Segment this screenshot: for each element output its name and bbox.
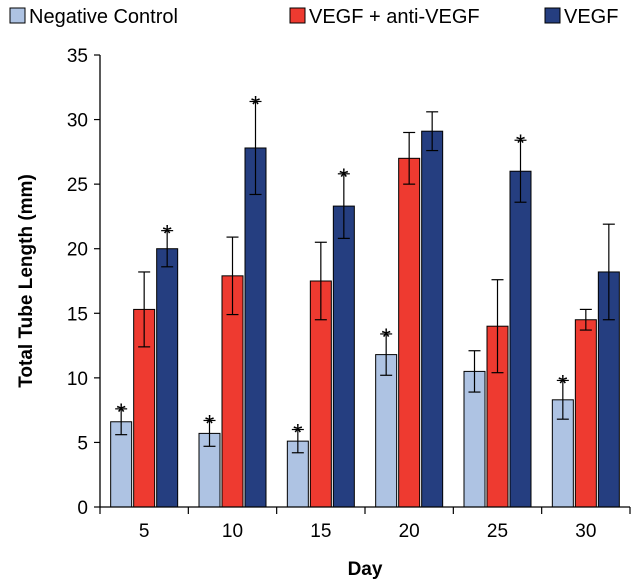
y-tick-label: 0 — [77, 498, 88, 519]
y-axis-label: Total Tube Length (mm) — [16, 174, 37, 388]
bar-vegf-day-20 — [421, 130, 444, 508]
bar-vegf-day-10 — [244, 147, 267, 508]
legend-label: Negative Control — [29, 6, 178, 28]
error-bar — [468, 350, 481, 393]
y-tick-label: 30 — [67, 111, 88, 132]
y-tick-label: 25 — [67, 175, 88, 196]
error-bar — [380, 333, 393, 376]
error-bar — [403, 131, 416, 185]
x-axis-label: Day — [348, 559, 383, 580]
legend-label: VEGF + anti-VEGF — [309, 6, 480, 28]
legend-swatch — [544, 7, 561, 24]
significance-star: * — [516, 130, 525, 157]
bar-vegf-anti-vegf-day-30 — [574, 319, 597, 508]
x-tick-label: 5 — [139, 521, 150, 542]
bar-vegf-day-25 — [509, 170, 532, 508]
x-ticks: 5 10 15 20 25 30 — [99, 507, 631, 542]
significance-star: * — [558, 370, 567, 397]
error-bar — [556, 379, 569, 420]
x-tick-label: 30 — [575, 521, 596, 542]
x-tick-label: 15 — [310, 521, 331, 542]
legend: Negative Control VEGF + anti-VEGF VEGF — [9, 6, 618, 28]
legend-item-vegf: VEGF — [544, 6, 618, 28]
significance-star: * — [116, 399, 125, 426]
y-tick-label: 20 — [67, 240, 88, 261]
y-ticks: 0 5 10 15 20 25 30 35 — [67, 46, 100, 519]
significance-star: * — [162, 221, 171, 248]
significance-markers: * * * * * * * * * — [116, 91, 567, 446]
error-bar — [491, 279, 504, 374]
significance-star: * — [339, 164, 348, 191]
bars — [110, 130, 620, 508]
significance-star: * — [251, 91, 260, 118]
bar-vegf-anti-vegf-day-20 — [398, 157, 421, 508]
legend-swatch — [289, 7, 306, 24]
significance-star: * — [293, 420, 302, 447]
x-tick-label: 25 — [487, 521, 508, 542]
y-tick-label: 10 — [67, 369, 88, 390]
legend-label: VEGF — [564, 6, 618, 28]
significance-star: * — [205, 410, 214, 437]
error-bar — [602, 223, 615, 321]
error-bar — [426, 111, 439, 152]
error-bar — [249, 100, 262, 196]
y-tick-label: 5 — [77, 433, 88, 454]
legend-item-vegf-anti-vegf: VEGF + anti-VEGF — [289, 6, 480, 28]
error-bar — [203, 419, 216, 447]
significance-star: * — [381, 324, 390, 351]
y-tick-label: 15 — [67, 304, 88, 325]
error-bar — [115, 408, 128, 436]
error-bar — [337, 173, 350, 239]
bar-vegf-day-5 — [156, 248, 179, 508]
legend-item-negative-control: Negative Control — [9, 6, 178, 28]
error-bars — [115, 100, 615, 454]
error-bar — [314, 241, 327, 321]
error-bar — [579, 308, 592, 331]
error-bar — [514, 139, 527, 203]
y-tick-label: 35 — [67, 46, 88, 67]
axes — [99, 55, 630, 508]
error-bar — [161, 230, 174, 268]
error-bar — [138, 271, 151, 348]
error-bar — [226, 236, 239, 316]
legend-swatch — [9, 7, 26, 24]
bar-negative-control-day-20 — [375, 354, 398, 508]
x-tick-label: 10 — [222, 521, 243, 542]
error-bar — [291, 428, 304, 454]
bar-vegf-day-15 — [332, 205, 355, 508]
x-tick-label: 20 — [399, 521, 420, 542]
